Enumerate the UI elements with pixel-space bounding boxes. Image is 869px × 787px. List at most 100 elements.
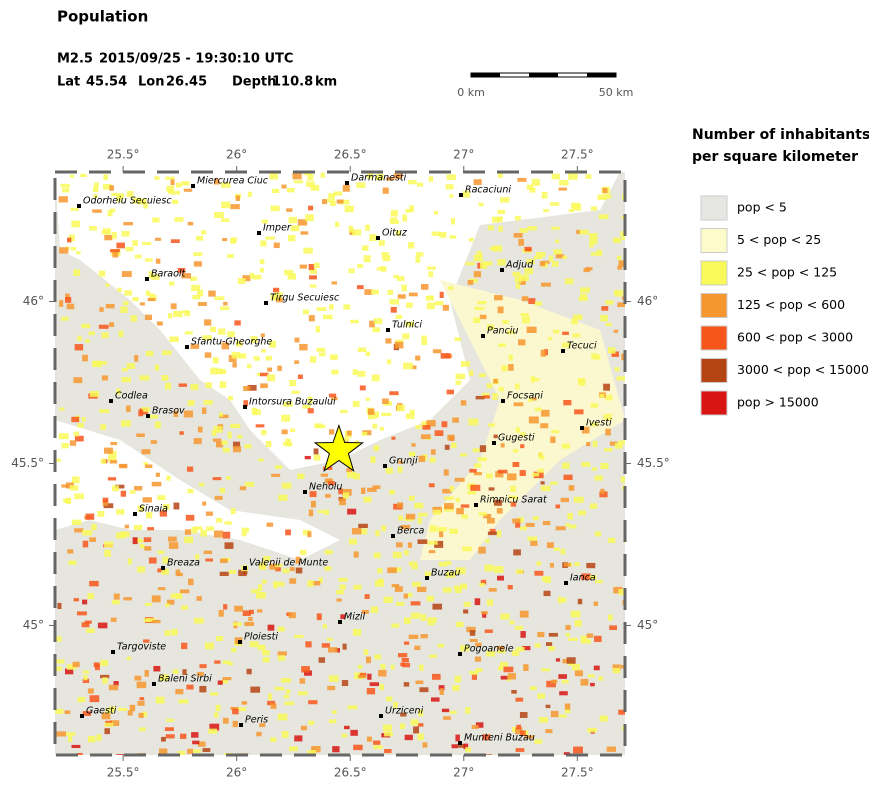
population-cell (620, 476, 625, 483)
population-cell (241, 527, 249, 533)
population-cell (292, 172, 302, 180)
population-cell (498, 386, 504, 392)
population-cell (497, 649, 506, 654)
population-cell (457, 743, 465, 748)
population-cell (407, 542, 413, 548)
city-marker (580, 426, 584, 430)
population-cell (227, 331, 235, 338)
population-cell (139, 697, 145, 701)
population-cell (375, 530, 380, 537)
legend-swatch (700, 293, 728, 318)
population-cell (617, 302, 625, 308)
population-cell (483, 514, 492, 519)
population-cell (495, 471, 504, 478)
population-cell (486, 324, 495, 330)
population-cell (198, 302, 207, 306)
population-cell (524, 246, 532, 252)
population-cell (166, 718, 175, 722)
population-cell (417, 733, 424, 741)
population-cell (605, 428, 611, 436)
map-frame (53, 170, 627, 757)
population-cell (521, 296, 529, 302)
population-cell (528, 398, 533, 403)
population-cell (328, 193, 336, 199)
population-cell (330, 354, 338, 360)
population-cell (474, 306, 485, 310)
population-cell (475, 668, 483, 672)
city-marker (146, 414, 150, 418)
population-cell (484, 564, 494, 572)
population-cell (184, 529, 192, 535)
population-cell (534, 407, 542, 412)
population-cell (603, 413, 612, 421)
population-cell (66, 303, 75, 310)
population-cell (107, 210, 113, 217)
population-cell (421, 284, 429, 290)
population-cell (618, 260, 625, 267)
population-cell (188, 578, 194, 586)
population-cell (493, 378, 498, 384)
population-cell (401, 657, 409, 663)
population-cell (455, 621, 464, 628)
population-cell (303, 172, 312, 176)
city-label: Munteni Buzau (464, 733, 535, 744)
population-cell (281, 678, 292, 683)
population-cell (174, 217, 184, 222)
population-cell (367, 487, 377, 492)
population-cell (574, 619, 582, 627)
population-cell (339, 584, 346, 590)
population-cell (493, 565, 504, 573)
population-cell (121, 377, 131, 383)
population-cell (479, 445, 487, 453)
population-cell (534, 643, 541, 648)
population-cell (272, 287, 280, 293)
legend-label: pop > 15000 (737, 395, 819, 410)
population-cell (260, 333, 265, 338)
population-cell (460, 504, 470, 508)
population-cell (362, 245, 369, 251)
population-cell (132, 240, 138, 246)
population-cell (515, 383, 520, 390)
population-cell (405, 321, 414, 327)
population-cell (614, 289, 623, 297)
population-cell (607, 347, 616, 354)
population-cell (361, 431, 368, 436)
population-cell (449, 235, 457, 239)
city-label: Valenii de Munte (249, 558, 328, 569)
population-cell (579, 229, 589, 235)
population-cell (417, 539, 428, 544)
city-marker (303, 490, 307, 494)
population-cell (537, 468, 544, 473)
population-cell (443, 496, 454, 500)
population-cell (485, 538, 490, 544)
population-cell (219, 414, 229, 419)
population-cell (276, 297, 283, 303)
population-cell (598, 214, 609, 220)
scale-end: 50 km (599, 86, 634, 99)
population-cell (86, 628, 95, 633)
legend-label: 25 < pop < 125 (737, 265, 837, 280)
population-cell (523, 664, 529, 671)
population-cell (205, 558, 214, 562)
population-cell (427, 617, 437, 623)
lon-tick-label: 27° (453, 766, 474, 780)
population-cell (373, 318, 383, 325)
population-cell (329, 429, 335, 435)
population-cell (515, 521, 521, 528)
population-cell (70, 207, 79, 211)
population-cell (77, 752, 83, 755)
population-cell (103, 228, 112, 235)
population-cell (121, 531, 130, 537)
population-cell (211, 429, 217, 436)
population-cell (311, 745, 321, 753)
population-cell (258, 458, 264, 462)
population-cell (498, 343, 506, 348)
population-cell (585, 267, 593, 271)
population-cell (104, 549, 111, 557)
population-cell (439, 530, 444, 538)
population-cell (357, 264, 364, 268)
population-cell (116, 197, 122, 202)
population-cell (563, 562, 571, 567)
population-cell (136, 681, 147, 689)
population-cell (513, 233, 523, 238)
